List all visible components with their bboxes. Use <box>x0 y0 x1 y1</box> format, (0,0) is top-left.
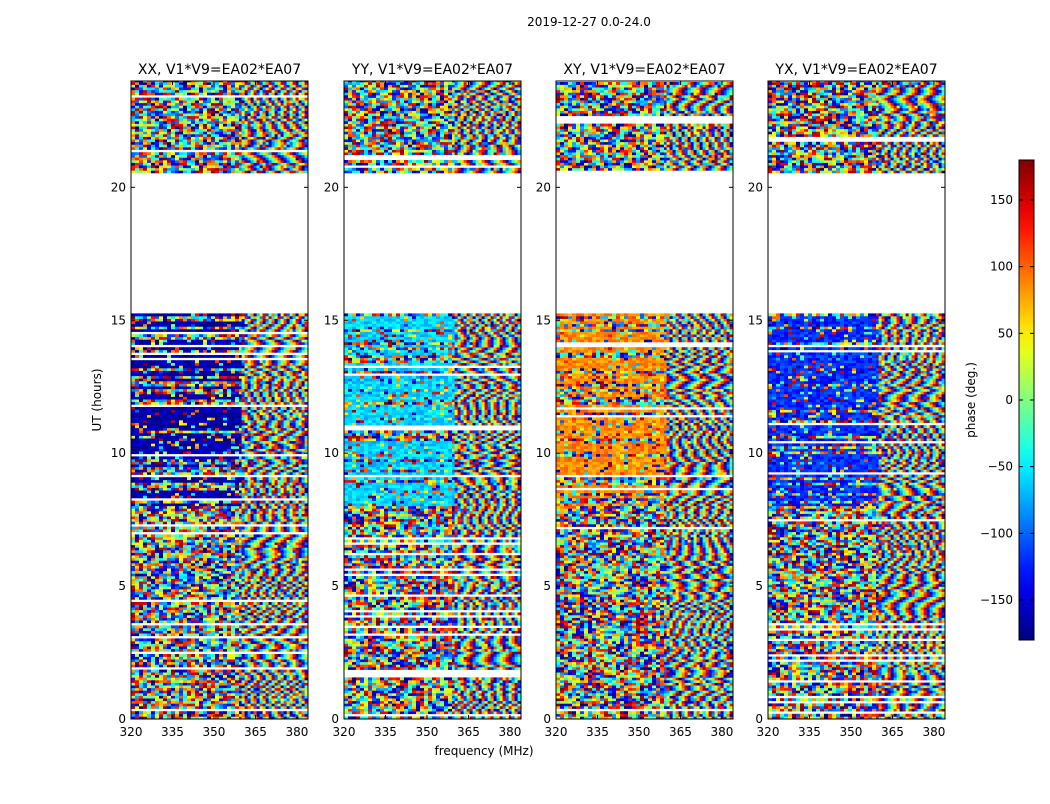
colorbar-label: phase (deg.) <box>964 362 978 438</box>
y-tick-label-1-3: 15 <box>324 313 339 327</box>
x-tick-label-2-2: 350 <box>628 725 651 739</box>
x-tick-label-2-1: 335 <box>586 725 609 739</box>
y-tick-label-3-2: 10 <box>748 446 763 460</box>
colorbar-tick-label-3: 0 <box>1005 393 1013 407</box>
colorbar-tick-label-5: −100 <box>980 526 1013 540</box>
figure-suptitle: 2019-12-27 0.0-24.0 <box>527 15 651 29</box>
x-tick-label-1-1: 335 <box>374 725 397 739</box>
panels: XX, V1*V9=EA02*EA07 320 335 350 365 380 0 5 10 15… <box>111 62 948 739</box>
heatmap-3 <box>768 79 948 719</box>
y-tick-label-2-2: 10 <box>536 446 551 460</box>
x-tick-label-1-2: 350 <box>416 725 439 739</box>
colorbar-tick-label-0: 150 <box>990 193 1013 207</box>
y-tick-label-0-0: 0 <box>118 712 126 726</box>
y-tick-label-2-4: 20 <box>536 180 551 194</box>
colorbar-tick-label-2: 50 <box>998 326 1013 340</box>
x-tick-label-0-1: 335 <box>161 725 184 739</box>
x-tick-label-0-4: 380 <box>285 725 308 739</box>
x-tick-label-0-0: 320 <box>120 725 143 739</box>
x-axis-label: frequency (MHz) <box>434 744 533 758</box>
x-tick-label-0-2: 350 <box>203 725 226 739</box>
colorbar-tick-label-1: 100 <box>990 260 1013 274</box>
panel-3: YX, V1*V9=EA02*EA07 320 335 350 365 380 0 5 10 15… <box>748 62 948 739</box>
y-tick-label-3-0: 0 <box>755 712 763 726</box>
y-tick-label-0-3: 15 <box>111 313 126 327</box>
y-tick-label-1-1: 5 <box>331 579 339 593</box>
y-tick-label-0-2: 10 <box>111 446 126 460</box>
y-tick-label-1-4: 20 <box>324 180 339 194</box>
x-tick-label-3-1: 335 <box>798 725 821 739</box>
y-axis-label: UT (hours) <box>90 368 104 431</box>
y-tick-label-1-2: 10 <box>324 446 339 460</box>
panel-2: XY, V1*V9=EA02*EA07 320 335 350 365 380 0 5 10 15… <box>536 62 736 739</box>
x-tick-label-3-2: 350 <box>840 725 863 739</box>
x-tick-label-0-3: 365 <box>244 725 267 739</box>
x-tick-label-3-3: 365 <box>881 725 904 739</box>
y-tick-label-0-1: 5 <box>118 579 126 593</box>
x-tick-label-3-4: 380 <box>922 725 945 739</box>
panel-1: YY, V1*V9=EA02*EA07 320 335 350 365 380 0 5 10 15… <box>324 62 524 739</box>
y-tick-label-3-4: 20 <box>748 180 763 194</box>
x-tick-label-2-4: 380 <box>710 725 733 739</box>
y-tick-label-2-0: 0 <box>543 712 551 726</box>
heatmap-1 <box>344 79 524 719</box>
y-tick-label-3-1: 5 <box>755 579 763 593</box>
y-tick-label-0-4: 20 <box>111 180 126 194</box>
colorbar-tick-label-6: −150 <box>980 593 1013 607</box>
colorbar-tick-label-4: −50 <box>988 460 1013 474</box>
y-tick-label-3-3: 15 <box>748 313 763 327</box>
heatmap-0 <box>131 79 311 719</box>
panel-title-2: XY, V1*V9=EA02*EA07 <box>563 62 725 78</box>
x-tick-label-1-0: 320 <box>333 725 356 739</box>
x-tick-label-2-0: 320 <box>545 725 568 739</box>
y-tick-label-2-3: 15 <box>536 313 551 327</box>
x-tick-label-1-3: 365 <box>457 725 480 739</box>
x-tick-label-1-4: 380 <box>498 725 521 739</box>
panel-title-0: XX, V1*V9=EA02*EA07 <box>138 62 301 78</box>
panel-title-1: YY, V1*V9=EA02*EA07 <box>351 62 513 78</box>
y-tick-label-1-0: 0 <box>331 712 339 726</box>
x-tick-label-3-0: 320 <box>757 725 780 739</box>
panel-title-3: YX, V1*V9=EA02*EA07 <box>774 62 937 78</box>
panel-0: XX, V1*V9=EA02*EA07 320 335 350 365 380 0 5 10 15… <box>111 62 311 739</box>
y-tick-label-2-1: 5 <box>543 579 551 593</box>
x-tick-label-2-3: 365 <box>669 725 692 739</box>
colorbar: 150 100 50 0 −50 −100 −150 <box>980 160 1034 640</box>
heatmap-2 <box>556 82 736 719</box>
